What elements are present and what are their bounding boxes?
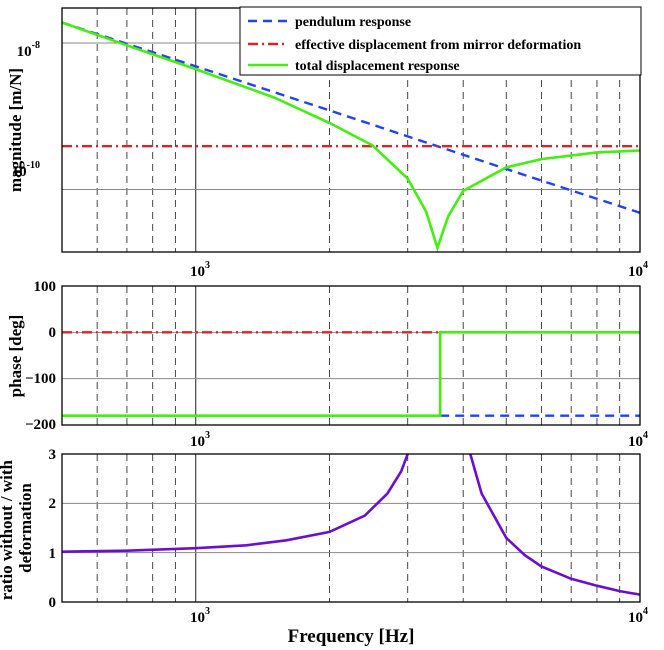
pendulum-response-line xyxy=(61,21,641,214)
ratio-ytick-label: 1 xyxy=(49,546,57,562)
phase-grid xyxy=(62,286,640,425)
ratio-ytick-label: 3 xyxy=(49,447,57,463)
total-displacement-line xyxy=(61,21,641,252)
magnitude-ylabel: magnitude [m/N] xyxy=(6,68,25,192)
legend: pendulum response effective displacement… xyxy=(239,6,642,76)
total-phase-line xyxy=(62,330,640,418)
mag-xtick-label: 104 xyxy=(628,260,648,280)
ratio-x-ticks: 103 104 xyxy=(190,606,648,626)
phase-ylabel: phase [deg] xyxy=(6,315,25,398)
magnitude-series xyxy=(61,21,641,252)
phase-ytick-label: 0 xyxy=(49,325,57,341)
phase-xtick-label: 103 xyxy=(190,430,210,450)
magnitude-panel: 10-8 10-10 103 104 magnitude [m/N] pendu… xyxy=(6,6,648,280)
phase-axes-frame xyxy=(61,285,641,426)
legend-entry-pendulum: pendulum response xyxy=(295,15,411,30)
mag-ytick-label: 10-8 xyxy=(17,40,40,60)
ratio-ytick-label: 2 xyxy=(49,496,57,512)
phase-y-ticks: 100 0 −100 −200 xyxy=(25,279,56,433)
magnitude-y-ticks: 10-8 10-10 xyxy=(12,40,40,180)
legend-entry-mirror: effective displacement from mirror defor… xyxy=(295,38,581,53)
phase-ytick-label: −100 xyxy=(25,371,56,387)
ratio-line-segment xyxy=(469,453,641,596)
phase-series xyxy=(62,330,640,418)
phase-panel: 100 0 −100 −200 103 104 phase [deg] xyxy=(6,279,648,450)
magnitude-x-ticks: 103 104 xyxy=(190,260,648,280)
ratio-ylabel: ratio without / with deformation xyxy=(0,456,35,601)
ratio-panel: 3 2 1 0 103 104 ratio without / with def… xyxy=(0,447,648,647)
phase-x-ticks: 103 104 xyxy=(190,430,648,450)
ratio-series xyxy=(61,453,641,596)
mag-xtick-label: 103 xyxy=(190,260,210,280)
legend-entry-total: total displacement response xyxy=(295,59,460,74)
mag-ytick-label: 10-10 xyxy=(12,160,40,180)
phase-ytick-label: −200 xyxy=(25,417,56,433)
ratio-ytick-label: 0 xyxy=(49,595,57,611)
ratio-grid xyxy=(62,454,640,602)
ratio-xtick-label: 103 xyxy=(190,606,210,626)
phase-ytick-label: 100 xyxy=(34,279,57,295)
ratio-axes-frame xyxy=(61,453,641,603)
frequency-xlabel: Frequency [Hz] xyxy=(288,626,415,647)
ratio-ylabel-line: deformation xyxy=(16,483,35,573)
ratio-ylabel-line: ratio without / with xyxy=(0,459,16,600)
phase-xtick-label: 104 xyxy=(628,430,648,450)
legend-box xyxy=(239,6,642,76)
ratio-line-segment xyxy=(61,453,409,553)
ratio-xtick-label: 104 xyxy=(628,606,648,626)
ratio-y-ticks: 3 2 1 0 xyxy=(49,447,57,611)
